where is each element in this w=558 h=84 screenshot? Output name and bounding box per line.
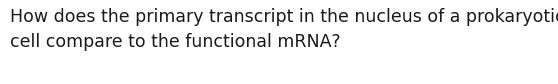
Text: How does the primary transcript in the nucleus of a prokaryotic
cell compare to : How does the primary transcript in the n…	[10, 8, 558, 51]
